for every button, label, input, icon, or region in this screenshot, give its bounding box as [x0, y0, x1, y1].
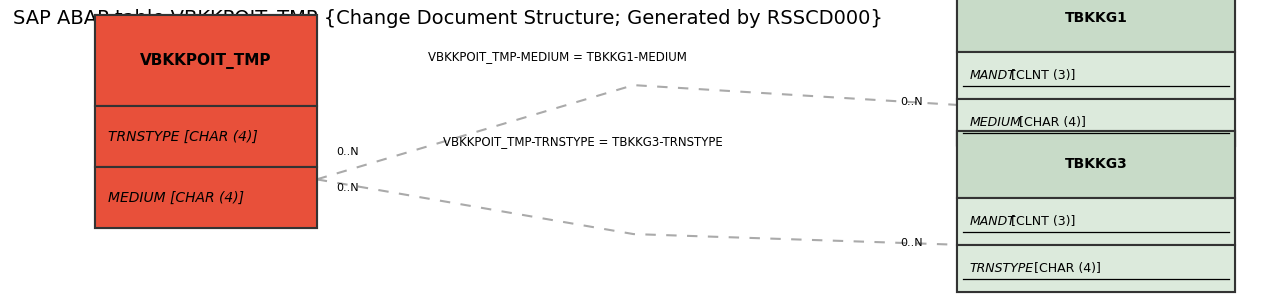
Bar [957, 0, 1235, 146]
Bar [95, 15, 317, 106]
Bar [957, 131, 1235, 292]
Bar [95, 167, 317, 228]
Text: 0..N: 0..N [336, 147, 359, 157]
Text: [CHAR (4)]: [CHAR (4)] [1015, 116, 1086, 129]
Bar [957, 245, 1235, 292]
Bar [957, 198, 1235, 245]
Text: VBKKPOIT_TMP: VBKKPOIT_TMP [141, 53, 271, 69]
Text: MEDIUM [CHAR (4)]: MEDIUM [CHAR (4)] [108, 191, 243, 205]
Bar [957, 99, 1235, 146]
Text: 0..N: 0..N [900, 238, 922, 248]
Bar [957, 0, 1235, 52]
Text: VBKKPOIT_TMP-MEDIUM = TBKKG1-MEDIUM: VBKKPOIT_TMP-MEDIUM = TBKKG1-MEDIUM [428, 50, 687, 63]
Text: [CHAR (4)]: [CHAR (4)] [1030, 262, 1101, 275]
Text: MANDT: MANDT [969, 69, 1015, 82]
Text: 0..N: 0..N [336, 184, 359, 193]
Text: MANDT: MANDT [969, 215, 1015, 228]
Bar [95, 106, 317, 167]
Text: VBKKPOIT_TMP-TRNSTYPE = TBKKG3-TRNSTYPE: VBKKPOIT_TMP-TRNSTYPE = TBKKG3-TRNSTYPE [443, 135, 722, 148]
Text: TBKKG3: TBKKG3 [1064, 157, 1128, 171]
Bar [957, 52, 1235, 99]
Text: [CLNT (3)]: [CLNT (3)] [1007, 69, 1076, 82]
Text: [CLNT (3)]: [CLNT (3)] [1007, 215, 1076, 228]
Text: TBKKG1: TBKKG1 [1064, 11, 1128, 25]
Text: 0..N: 0..N [900, 97, 922, 107]
Bar [957, 131, 1235, 198]
Bar [95, 15, 317, 228]
Text: TRNSTYPE [CHAR (4)]: TRNSTYPE [CHAR (4)] [108, 130, 257, 144]
Text: TRNSTYPE: TRNSTYPE [969, 262, 1034, 275]
Text: MEDIUM: MEDIUM [969, 116, 1021, 129]
Text: SAP ABAP table VBKKPOIT_TMP {Change Document Structure; Generated by RSSCD000}: SAP ABAP table VBKKPOIT_TMP {Change Docu… [13, 9, 883, 29]
